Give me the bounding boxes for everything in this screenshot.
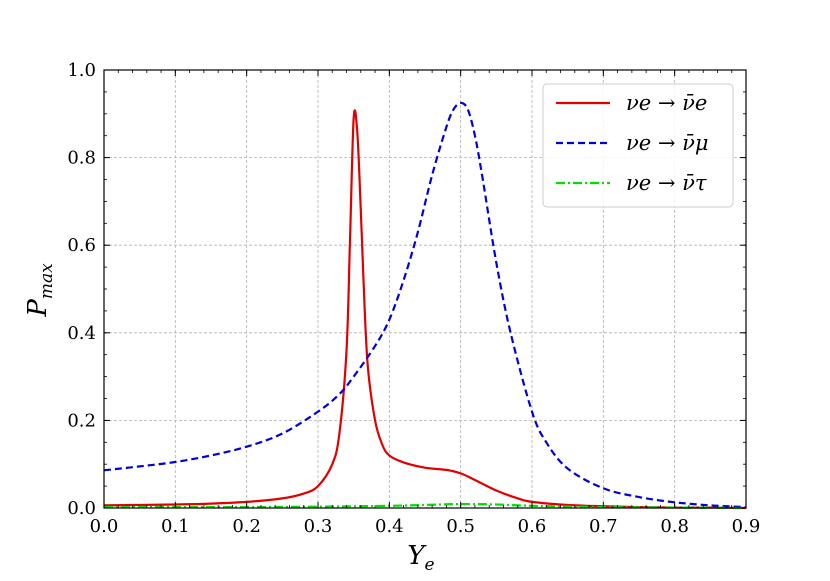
y-tick-label: 0.0 (67, 498, 96, 519)
y-tick-label: 0.6 (67, 235, 96, 256)
y-axis-title: Pmax (23, 263, 57, 318)
x-axis-title-main: Y (407, 541, 427, 571)
x-tick-label: 0.4 (375, 516, 404, 537)
y-axis-title-sub: max (37, 263, 57, 299)
x-tick-label: 0.8 (660, 516, 689, 537)
legend: νe → ν̄e νe → ν̄μ νe → ν̄τ (542, 83, 734, 208)
x-tick-label: 0.5 (446, 516, 475, 537)
x-tick-label: 0.7 (589, 516, 618, 537)
y-axis-title-main: P (23, 299, 53, 318)
ticks (103, 69, 747, 509)
legend-label-0: νe → ν̄e (626, 91, 707, 115)
x-tick-label: 0.1 (161, 516, 190, 537)
x-tick-label: 0.3 (304, 516, 333, 537)
x-tick-label: 0.9 (732, 516, 761, 537)
y-tick-label: 1.0 (67, 60, 96, 81)
y-tick-label: 0.4 (67, 323, 96, 344)
y-tick-label: 0.2 (67, 410, 96, 431)
x-tick-label: 0.2 (232, 516, 261, 537)
legend-label-2: νe → ν̄τ (626, 171, 707, 195)
tick-labels: 0.0 0.1 0.2 0.3 0.4 0.5 0.6 0.7 0.8 0.9 0.0 0.2 0.4 0… (67, 60, 760, 537)
x-axis-title-sub: e (425, 555, 435, 575)
y-tick-label: 0.8 (67, 148, 96, 169)
series-line-2 (103, 502, 747, 510)
legend-label-1: νe → ν̄μ (626, 131, 709, 155)
series-line-0 (103, 109, 747, 510)
series-group (103, 101, 747, 510)
x-tick-label: 0.0 (90, 516, 119, 537)
series-line-1 (103, 101, 747, 509)
x-tick-label: 0.6 (518, 516, 547, 537)
legend-box (542, 83, 734, 208)
x-axis-title: Ye (407, 541, 434, 575)
